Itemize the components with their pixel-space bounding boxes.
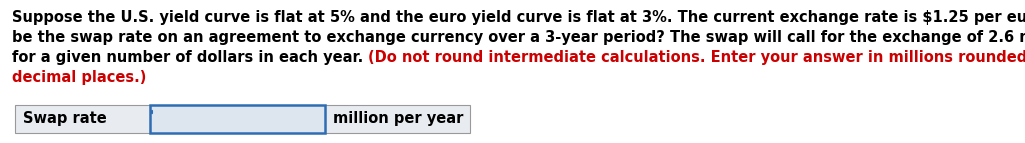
Text: million per year: million per year (333, 112, 463, 127)
Bar (15, 105, 150, 133)
Bar (150, 105, 325, 133)
Text: decimal places.): decimal places.) (12, 70, 147, 85)
Text: (Do not round intermediate calculations. Enter your answer in millions rounded t: (Do not round intermediate calculations.… (368, 50, 1025, 65)
Text: Suppose the U.S. yield curve is flat at 5% and the euro yield curve is flat at 3: Suppose the U.S. yield curve is flat at … (12, 10, 1025, 25)
Text: for a given number of dollars in each year.: for a given number of dollars in each ye… (12, 50, 368, 65)
Text: Swap rate: Swap rate (23, 112, 107, 127)
Bar (325, 105, 470, 133)
Text: be the swap rate on an agreement to exchange currency over a 3-year period? The : be the swap rate on an agreement to exch… (12, 30, 1025, 45)
